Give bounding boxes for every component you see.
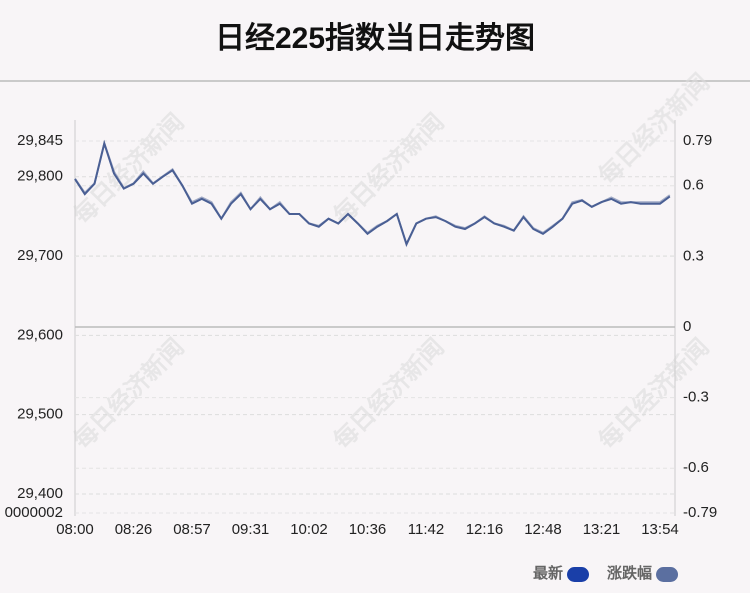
x-tick-label: 13:54 xyxy=(641,521,679,538)
y-tick-label: 29,700 xyxy=(17,247,63,264)
x-tick-label: 13:21 xyxy=(583,521,621,538)
series-line xyxy=(74,139,671,248)
y2-tick-label: -0.6 xyxy=(683,459,709,476)
y-tick-label: 29,400 xyxy=(17,485,63,502)
x-tick-label: 08:00 xyxy=(56,521,94,538)
y2-tick-label: 0 xyxy=(683,318,691,335)
x-tick-label: 10:36 xyxy=(349,521,387,538)
x-tick-label: 08:57 xyxy=(173,521,211,538)
legend-label: 最新 xyxy=(533,564,563,582)
y2-tick-label: 0.6 xyxy=(683,177,704,194)
x-tick-label: 08:26 xyxy=(115,521,153,538)
x-tick-label: 11:42 xyxy=(408,521,444,538)
y-tick-label: 29,800 xyxy=(17,168,63,185)
y-tick-label: 29,500 xyxy=(17,406,63,423)
x-tick-label: 12:16 xyxy=(466,521,504,538)
y2-tick-label: -0.3 xyxy=(683,389,709,406)
x-tick-label: 12:48 xyxy=(524,521,562,538)
x-tick-label: 10:02 xyxy=(290,521,328,538)
y-tick-label: 0000002 xyxy=(5,504,63,521)
chart-title: 日经225指数当日走势图 xyxy=(215,21,535,55)
y-tick-label: 29,845 xyxy=(17,132,63,149)
legend-swatch xyxy=(567,567,590,582)
y-tick-label: 29,600 xyxy=(17,326,63,343)
x-tick-label: 09:31 xyxy=(232,521,270,538)
y2-tick-label: 0.79 xyxy=(683,132,712,149)
legend-label: 涨跌幅 xyxy=(607,564,652,582)
y2-tick-label: 0.3 xyxy=(683,247,704,264)
legend-swatch xyxy=(656,567,679,582)
y2-tick-label: -0.79 xyxy=(683,504,717,521)
